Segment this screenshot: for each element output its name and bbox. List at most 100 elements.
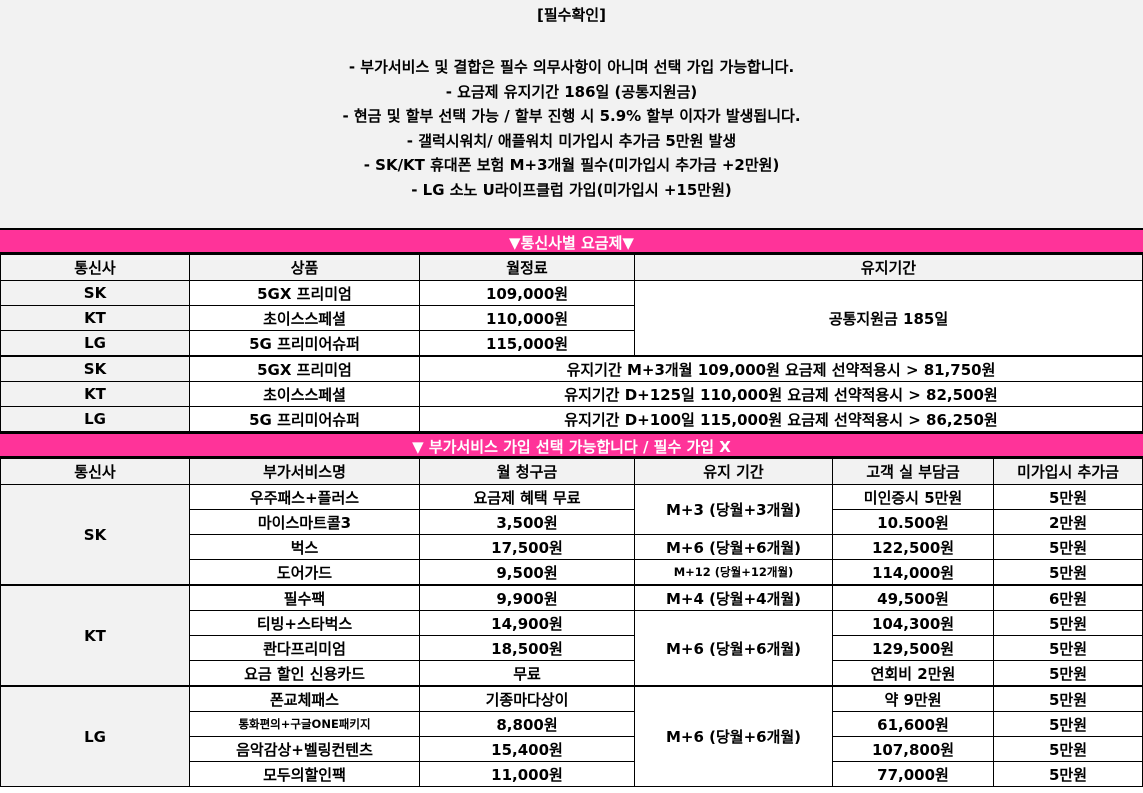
service-name-cell: 폰교체패스 <box>189 685 420 712</box>
header-cell: 통신사 <box>0 458 190 485</box>
plan-cell: 5GX 프리미엄 <box>189 280 420 306</box>
notice-line: - LG 소노 U라이프클럽 가입(미가입시 +15만원) <box>411 180 732 199</box>
customer-cost-cell: 미인증시 5만원 <box>832 484 994 510</box>
monthly-charge-cell: 15,400원 <box>419 736 635 762</box>
monthly-charge-cell: 11,000원 <box>419 761 635 787</box>
notice-line: - 부가서비스 및 결합은 필수 의무사항이 아니며 선택 가입 가능합니다. <box>348 58 795 76</box>
table-row: SK 우주패스+플러스 요금제 혜택 무료 M+3 (당월+3개월) 미인증시 5만원 5… <box>0 484 1143 586</box>
period-cell: M+12 (당월+12개월) <box>634 559 833 586</box>
plan-cell: 초이스스페셜 <box>189 305 420 331</box>
customer-cost-cell: 10.500원 <box>832 509 994 535</box>
table-row: KT 필수팩 9,900원 M+4 (당월+4개월) 49,500원 6만원 <box>0 584 1143 687</box>
penalty-cell: 5만원 <box>993 559 1143 586</box>
plan-cell: 5GX 프리미엄 <box>189 355 420 382</box>
customer-cost-cell: 114,000원 <box>832 559 994 586</box>
period-cell: M+4 (당월+4개월) <box>634 584 833 611</box>
notice-line: - 갤럭시워치/ 애플워치 미가입시 추가금 5만원 발생 <box>406 131 737 150</box>
table-row: KT 초이스스페셜 110,000원 <box>0 305 1143 331</box>
penalty-cell: 6만원 <box>993 584 1143 611</box>
addons-table: 통신사 부가서비스명 월 청구금 유지 기간 고객 실 부담금 미가입시 추가금… <box>0 458 1143 787</box>
table-row: 도어가드 9,500원 M+12 (당월+12개월) 114,000원 5만원 <box>1 559 1143 586</box>
monthly-charge-cell: 요금제 혜택 무료 <box>419 484 635 510</box>
table-row: 티빙+스타벅스 14,900원 M+6 (당월+6개월) 104,300원 5만원 <box>1 610 1143 687</box>
customer-cost-cell: 129,500원 <box>832 635 994 661</box>
service-name-cell: 우주패스+플러스 <box>189 484 420 510</box>
header-cell: 부가서비스명 <box>189 458 420 485</box>
carrier-cell: SK <box>0 484 190 586</box>
table-header-row: 통신사 상품 월정료 유지기간 <box>0 254 1143 281</box>
penalty-cell: 5만원 <box>993 660 1143 687</box>
customer-cost-cell: 약 9만원 <box>832 685 994 712</box>
notice-line: - 요금제 유지기간 186일 (공통지원금) <box>445 82 698 101</box>
addons-banner: ▼ 부가서비스 가입 선택 가능합니다 / 필수 가입 X <box>0 432 1143 458</box>
monthly-charge-cell: 14,900원 <box>419 610 635 636</box>
monthly-charge-cell: 18,500원 <box>419 635 635 661</box>
header-cell: 유지 기간 <box>634 458 833 485</box>
period-cell: M+3 (당월+3개월) <box>634 484 833 535</box>
period-cell: M+6 (당월+6개월) <box>634 610 833 687</box>
contract-note-cell: 유지기간 M+3개월 109,000원 요금제 선약적용시 > 81,750원 <box>419 355 1143 382</box>
service-name-cell: 필수팩 <box>189 584 420 611</box>
table-row: KT 초이스스페셜 유지기간 D+125일 110,000원 요금제 선약적용시 >… <box>0 381 1143 407</box>
plans-banner: ▼통신사별 요금제▼ <box>0 228 1143 254</box>
customer-cost-cell: 연회비 2만원 <box>832 660 994 687</box>
service-name-cell: 도어가드 <box>189 559 420 586</box>
plans-table: 통신사 상품 월정료 유지기간 SK 5GX 프리미엄 109,000원 공통지원금 … <box>0 254 1143 432</box>
monthly-charge-cell: 9,500원 <box>419 559 635 586</box>
table-row: 모두의할인팩 11,000원 77,000원 5만원 <box>1 761 1143 787</box>
monthly-charge-cell: 9,900원 <box>419 584 635 611</box>
service-name-cell: 요금 할인 신용카드 <box>189 660 420 687</box>
carrier-cell: LG <box>0 406 190 432</box>
table-row: 요금 할인 신용카드 무료 연회비 2만원 5만원 <box>1 660 1143 687</box>
service-name-cell: 음악감상+벨링컨텐츠 <box>189 736 420 762</box>
period-cell: M+6 (당월+6개월) <box>634 685 833 787</box>
monthly-charge-cell: 기종마다상이 <box>419 685 635 712</box>
contract-note-cell: 유지기간 D+100일 115,000원 요금제 선약적용시 > 86,250원 <box>419 406 1143 432</box>
header-cell: 미가입시 추가금 <box>993 458 1143 485</box>
table-row: 콴다프리미엄 18,500원 129,500원 5만원 <box>1 635 1143 661</box>
carrier-cell: KT <box>0 381 190 407</box>
penalty-cell: 5만원 <box>993 736 1143 762</box>
header-cell: 고객 실 부담금 <box>832 458 994 485</box>
plan-cell: 초이스스페셜 <box>189 381 420 407</box>
plan-cell: 5G 프리미어슈퍼 <box>189 330 420 357</box>
price-cell: 115,000원 <box>419 330 635 357</box>
penalty-cell: 5만원 <box>993 761 1143 787</box>
table-row: SK 5GX 프리미엄 109,000원 공통지원금 185일 <box>0 280 1143 357</box>
penalty-cell: 5만원 <box>993 610 1143 636</box>
notice-section: [필수확인] - 부가서비스 및 결합은 필수 의무사항이 아니며 선택 가입 … <box>0 0 1143 228</box>
contract-note-cell: 유지기간 D+125일 110,000원 요금제 선약적용시 > 82,500원 <box>419 381 1143 407</box>
penalty-cell: 5만원 <box>993 711 1143 737</box>
table-row: LG 폰교체패스 기종마다상이 M+6 (당월+6개월) 약 9만원 5만원 <box>0 685 1143 787</box>
customer-cost-cell: 77,000원 <box>832 761 994 787</box>
customer-cost-cell: 107,800원 <box>832 736 994 762</box>
carrier-cell: KT <box>0 584 190 687</box>
table-header-row: 통신사 부가서비스명 월 청구금 유지 기간 고객 실 부담금 미가입시 추가금 <box>0 458 1143 485</box>
service-name-cell: 콴다프리미엄 <box>189 635 420 661</box>
table-row: 마이스마트콜3 3,500원 10.500원 2만원 <box>1 509 1143 535</box>
price-cell: 110,000원 <box>419 305 635 331</box>
monthly-charge-cell: 8,800원 <box>419 711 635 737</box>
service-name-cell: 모두의할인팩 <box>189 761 420 787</box>
price-cell: 109,000원 <box>419 280 635 306</box>
customer-cost-cell: 122,500원 <box>832 534 994 560</box>
table-row: 벅스 17,500원 M+6 (당월+6개월) 122,500원 5만원 <box>1 534 1143 560</box>
carrier-cell: SK <box>0 355 190 382</box>
penalty-cell: 5만원 <box>993 635 1143 661</box>
table-row: SK 5GX 프리미엄 유지기간 M+3개월 109,000원 요금제 선약적용시 … <box>0 355 1143 382</box>
notice-title: [필수확인] <box>537 6 606 24</box>
customer-cost-cell: 49,500원 <box>832 584 994 611</box>
penalty-cell: 5만원 <box>993 484 1143 510</box>
carrier-cell: LG <box>0 330 190 357</box>
penalty-cell: 2만원 <box>993 509 1143 535</box>
header-cell: 월 청구금 <box>419 458 635 485</box>
monthly-charge-cell: 17,500원 <box>419 534 635 560</box>
period-cell: M+6 (당월+6개월) <box>634 534 833 560</box>
common-period-cell: 공통지원금 185일 <box>634 280 1143 357</box>
notice-line: - SK/KT 휴대폰 보험 M+3개월 필수(미가입시 추가금 +2만원) <box>363 156 780 174</box>
header-cell: 통신사 <box>0 254 190 281</box>
carrier-cell: SK <box>0 280 190 306</box>
customer-cost-cell: 61,600원 <box>832 711 994 737</box>
service-name-cell: 티빙+스타벅스 <box>189 610 420 636</box>
service-name-cell: 벅스 <box>189 534 420 560</box>
